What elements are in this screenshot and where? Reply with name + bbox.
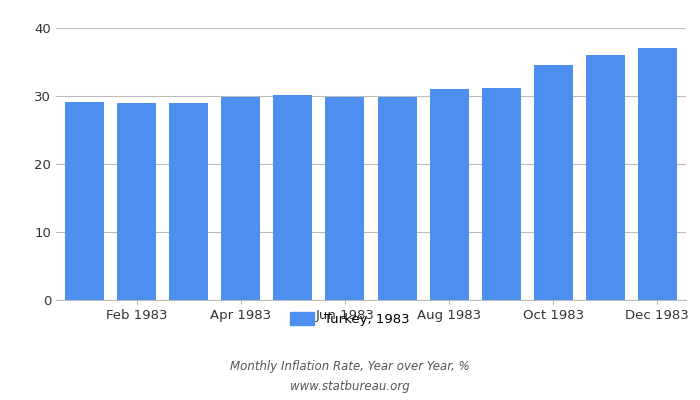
Text: www.statbureau.org: www.statbureau.org — [290, 380, 410, 393]
Bar — [377, 97, 416, 300]
Bar — [586, 54, 625, 300]
Bar — [482, 88, 521, 300]
Bar — [221, 97, 260, 300]
Legend: Turkey, 1983: Turkey, 1983 — [285, 307, 415, 332]
Bar — [65, 102, 104, 300]
Bar — [638, 48, 677, 300]
Bar — [326, 97, 365, 300]
Bar — [169, 103, 209, 300]
Bar — [430, 88, 468, 300]
Bar — [274, 95, 312, 300]
Bar — [117, 103, 156, 300]
Bar — [533, 65, 573, 300]
Text: Monthly Inflation Rate, Year over Year, %: Monthly Inflation Rate, Year over Year, … — [230, 360, 470, 373]
